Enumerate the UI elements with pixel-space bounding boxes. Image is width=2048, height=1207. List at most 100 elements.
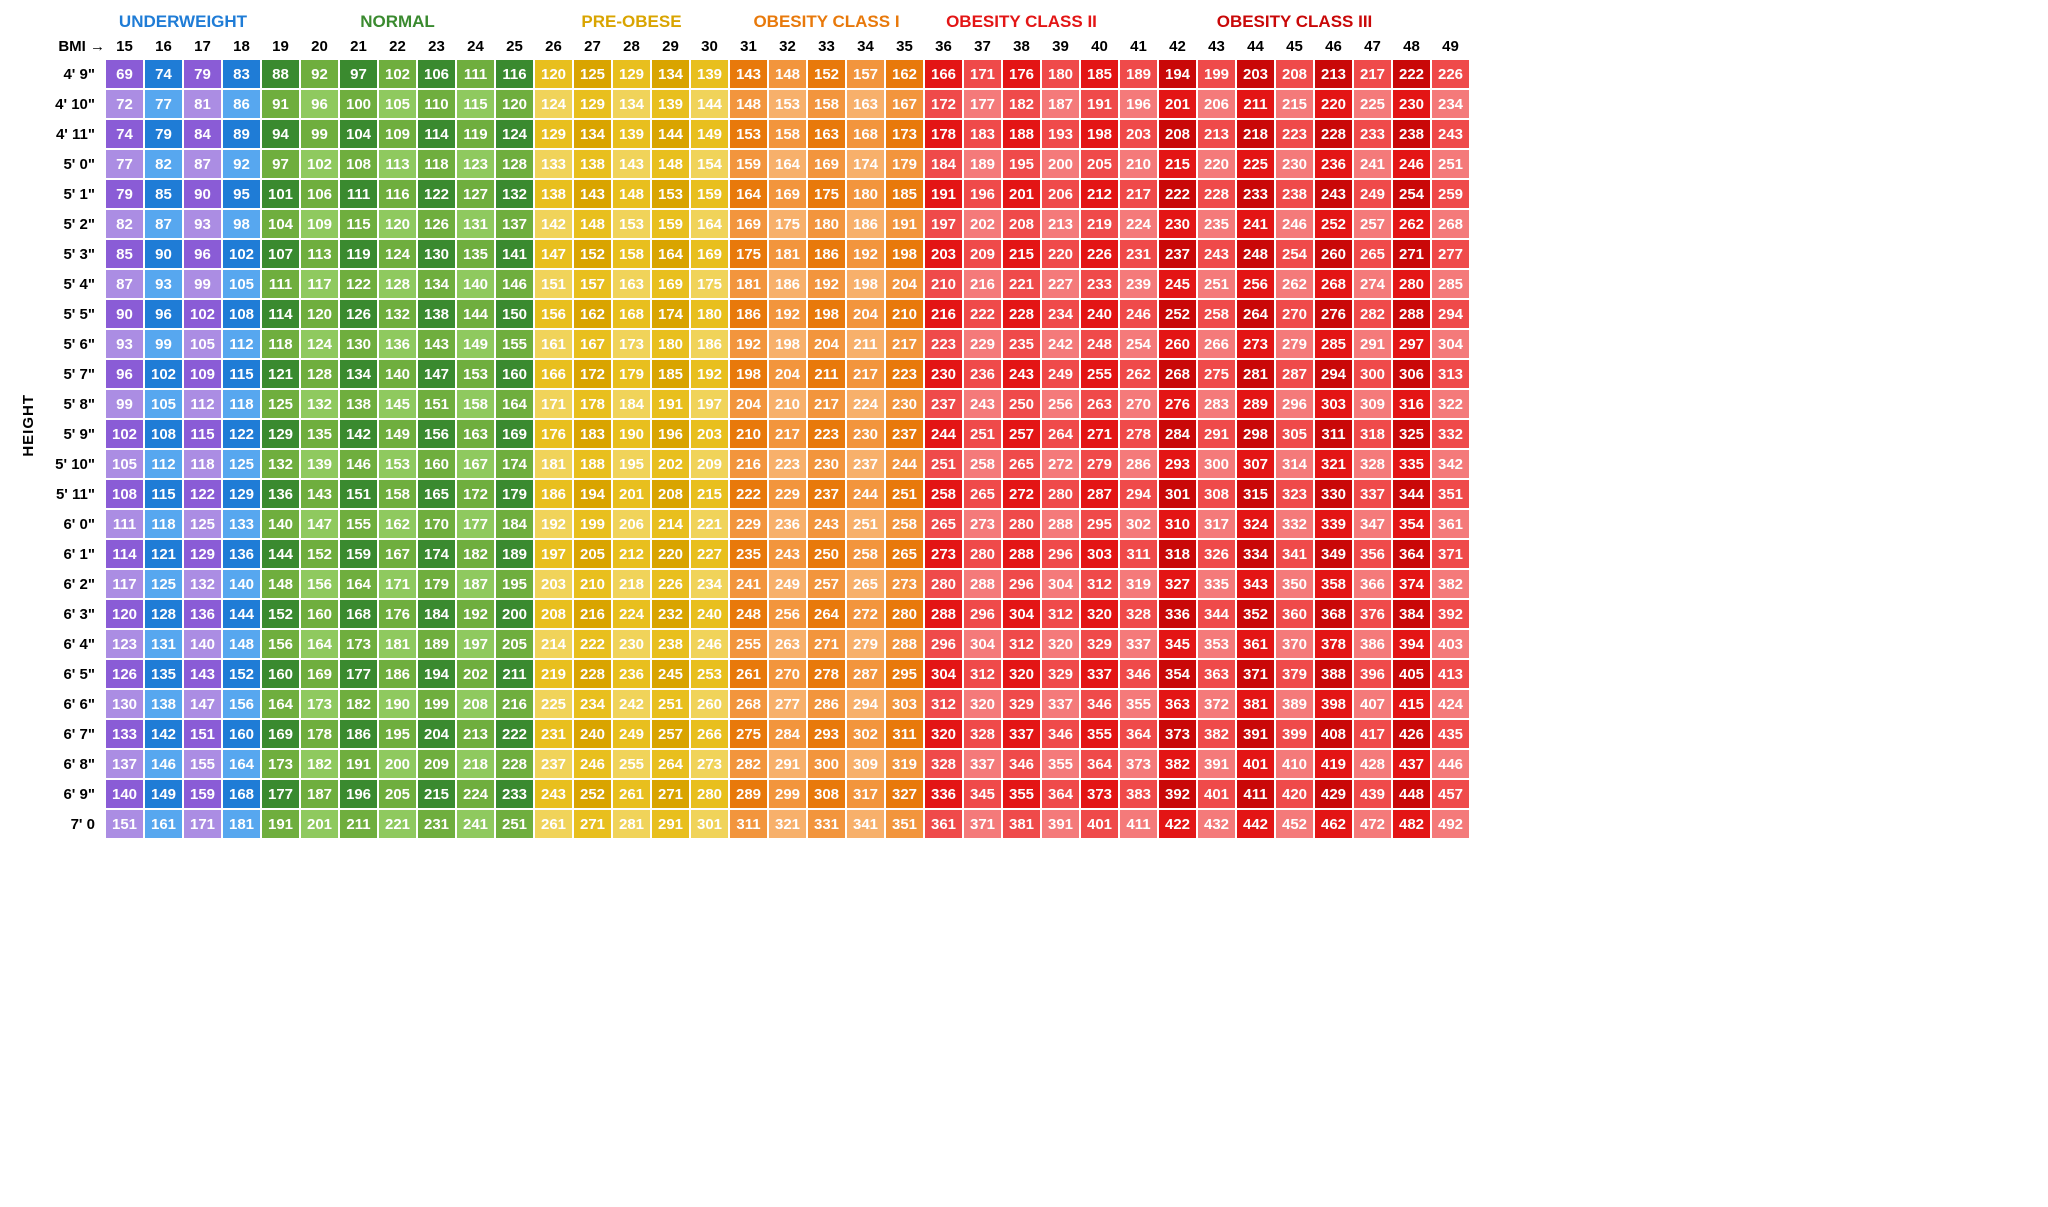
weight-cell: 157 — [846, 59, 885, 89]
weight-cell: 208 — [651, 479, 690, 509]
weight-cell: 92 — [300, 59, 339, 89]
weight-cell: 237 — [1158, 239, 1197, 269]
weight-cell: 262 — [1275, 269, 1314, 299]
weight-cell: 140 — [183, 629, 222, 659]
weight-cell: 242 — [1041, 329, 1080, 359]
weight-cell: 291 — [1197, 419, 1236, 449]
weight-cell: 197 — [534, 539, 573, 569]
weight-cell: 482 — [1392, 809, 1431, 839]
weight-cell: 134 — [573, 119, 612, 149]
weight-cell: 254 — [1392, 179, 1431, 209]
weight-cell: 85 — [144, 179, 183, 209]
weight-cell: 177 — [339, 659, 378, 689]
height-label: 5' 6" — [45, 329, 105, 359]
weight-cell: 189 — [963, 149, 1002, 179]
weight-cell: 329 — [1041, 659, 1080, 689]
weight-cell: 457 — [1431, 779, 1470, 809]
weight-cell: 125 — [183, 509, 222, 539]
weight-cell: 208 — [534, 599, 573, 629]
weight-cell: 150 — [495, 299, 534, 329]
weight-cell: 396 — [1353, 659, 1392, 689]
weight-cell: 273 — [690, 749, 729, 779]
weight-cell: 192 — [768, 299, 807, 329]
height-label: 5' 10" — [45, 449, 105, 479]
weight-cell: 198 — [846, 269, 885, 299]
weight-cell: 260 — [690, 689, 729, 719]
weight-cell: 241 — [1353, 149, 1392, 179]
weight-cell: 105 — [222, 269, 261, 299]
weight-cell: 84 — [183, 119, 222, 149]
weight-cell: 106 — [300, 179, 339, 209]
weight-cell: 285 — [1314, 329, 1353, 359]
weight-cell: 181 — [534, 449, 573, 479]
weight-cell: 220 — [651, 539, 690, 569]
weight-cell: 281 — [1236, 359, 1275, 389]
weight-cell: 321 — [1314, 449, 1353, 479]
weight-cell: 344 — [1392, 479, 1431, 509]
weight-cell: 168 — [339, 599, 378, 629]
weight-cell: 168 — [222, 779, 261, 809]
weight-cell: 291 — [651, 809, 690, 839]
table-row: 5' 11"1081151221291361431511581651721791… — [45, 479, 1470, 509]
weight-cell: 246 — [690, 629, 729, 659]
weight-cell: 199 — [1197, 59, 1236, 89]
weight-cell: 201 — [300, 809, 339, 839]
weight-cell: 248 — [1236, 239, 1275, 269]
weight-cell: 215 — [417, 779, 456, 809]
weight-cell: 211 — [846, 329, 885, 359]
weight-cell: 182 — [1002, 89, 1041, 119]
weight-cell: 279 — [846, 629, 885, 659]
weight-cell: 79 — [105, 179, 144, 209]
weight-cell: 234 — [1041, 299, 1080, 329]
weight-cell: 222 — [1158, 179, 1197, 209]
weight-cell: 99 — [183, 269, 222, 299]
table-row: 6' 5"12613514315216016917718619420221121… — [45, 659, 1470, 689]
weight-cell: 180 — [846, 179, 885, 209]
weight-cell: 191 — [261, 809, 300, 839]
weight-cell: 230 — [1392, 89, 1431, 119]
weight-cell: 208 — [1275, 59, 1314, 89]
weight-cell: 136 — [378, 329, 417, 359]
weight-cell: 205 — [378, 779, 417, 809]
weight-cell: 109 — [300, 209, 339, 239]
weight-cell: 132 — [300, 389, 339, 419]
weight-cell: 254 — [1275, 239, 1314, 269]
weight-cell: 156 — [222, 689, 261, 719]
weight-cell: 230 — [885, 389, 924, 419]
weight-cell: 156 — [300, 569, 339, 599]
weight-cell: 86 — [222, 89, 261, 119]
weight-cell: 246 — [1392, 149, 1431, 179]
weight-cell: 134 — [339, 359, 378, 389]
weight-cell: 258 — [1197, 299, 1236, 329]
bmi-col-20: 20 — [300, 36, 339, 59]
weight-cell: 195 — [1002, 149, 1041, 179]
weight-cell: 179 — [612, 359, 651, 389]
weight-cell: 174 — [495, 449, 534, 479]
weight-cell: 219 — [534, 659, 573, 689]
weight-cell: 415 — [1392, 689, 1431, 719]
weight-cell: 187 — [1041, 89, 1080, 119]
weight-cell: 108 — [222, 299, 261, 329]
weight-cell: 128 — [144, 599, 183, 629]
weight-cell: 288 — [885, 629, 924, 659]
weight-cell: 364 — [1041, 779, 1080, 809]
weight-cell: 370 — [1275, 629, 1314, 659]
weight-cell: 69 — [105, 59, 144, 89]
weight-cell: 187 — [456, 569, 495, 599]
weight-cell: 356 — [1353, 539, 1392, 569]
weight-cell: 312 — [1002, 629, 1041, 659]
weight-cell: 304 — [1041, 569, 1080, 599]
table-row: 4' 10"7277818691961001051101151201241291… — [45, 89, 1470, 119]
table-row: 5' 0"77828792971021081131181231281331381… — [45, 149, 1470, 179]
weight-cell: 77 — [144, 89, 183, 119]
bmi-col-45: 45 — [1275, 36, 1314, 59]
weight-cell: 145 — [378, 389, 417, 419]
weight-cell: 328 — [1353, 449, 1392, 479]
weight-cell: 119 — [456, 119, 495, 149]
weight-cell: 277 — [768, 689, 807, 719]
weight-cell: 176 — [378, 599, 417, 629]
weight-cell: 216 — [573, 599, 612, 629]
weight-cell: 233 — [495, 779, 534, 809]
weight-cell: 439 — [1353, 779, 1392, 809]
weight-cell: 116 — [378, 179, 417, 209]
